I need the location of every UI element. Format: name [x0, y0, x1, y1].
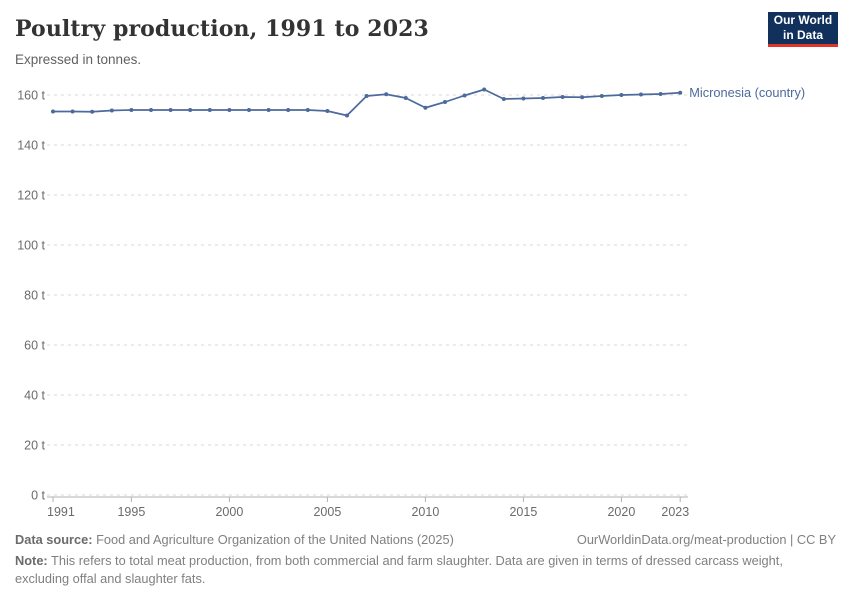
data-point[interactable]	[560, 95, 565, 99]
data-point[interactable]	[423, 105, 428, 110]
owid-logo[interactable]: Our World in Data	[768, 12, 838, 47]
chart-title: Poultry production, 1991 to 2023	[15, 16, 429, 42]
note-line: Note: This refers to total meat producti…	[15, 552, 833, 589]
chart-subtitle: Expressed in tonnes.	[15, 52, 142, 67]
y-tick-label: 0 t	[31, 489, 45, 503]
data-point[interactable]	[168, 108, 173, 112]
data-point[interactable]	[678, 90, 683, 95]
x-tick-label: 2023	[661, 505, 689, 519]
data-point[interactable]	[129, 108, 134, 112]
data-source-text: Food and Agriculture Organization of the…	[92, 532, 454, 547]
x-tick-label: 2020	[607, 505, 635, 519]
entity-label[interactable]: Micronesia (country)	[689, 85, 805, 100]
x-tick-label: 2000	[215, 505, 243, 519]
data-point[interactable]	[305, 108, 310, 112]
data-point[interactable]	[639, 92, 643, 97]
y-tick-label: 120 t	[17, 189, 45, 203]
data-point[interactable]	[599, 94, 604, 98]
data-point[interactable]	[247, 108, 251, 112]
y-tick-label: 60 t	[24, 339, 45, 353]
data-point[interactable]	[325, 109, 330, 113]
y-tick-label: 40 t	[24, 389, 45, 403]
data-point[interactable]	[580, 95, 585, 100]
data-point[interactable]	[207, 108, 212, 112]
data-source-label: Data source:	[15, 532, 93, 547]
note-text: This refers to total meat production, fr…	[15, 552, 783, 587]
y-tick-label: 140 t	[17, 139, 45, 153]
y-tick-label: 80 t	[24, 289, 45, 303]
x-tick-label: 2005	[313, 505, 341, 519]
data-point[interactable]	[345, 113, 349, 118]
x-tick-label: 2015	[509, 505, 537, 519]
series-line[interactable]	[52, 88, 682, 117]
owid-logo-line2: in Data	[782, 28, 823, 42]
owid-citation-link[interactable]: OurWorldinData.org/meat-production | CC …	[576, 532, 836, 547]
x-tick-label: 2010	[411, 505, 439, 519]
data-point[interactable]	[443, 100, 447, 104]
data-point[interactable]	[266, 108, 271, 112]
data-point[interactable]	[70, 109, 75, 114]
data-point[interactable]	[462, 93, 467, 98]
chart-footer: Data source: Food and Agriculture Organi…	[15, 531, 836, 589]
x-tick-label: 1995	[117, 505, 145, 519]
x-tick-label: 1991	[47, 505, 75, 519]
data-point[interactable]	[364, 94, 369, 98]
y-tick-label: 160 t	[17, 89, 45, 103]
data-point[interactable]	[619, 93, 624, 97]
data-point[interactable]	[403, 96, 408, 100]
data-point[interactable]	[286, 108, 291, 112]
data-point[interactable]	[384, 92, 389, 97]
data-source-line: Data source: Food and Agriculture Organi…	[15, 531, 454, 550]
data-point[interactable]	[51, 109, 55, 114]
data-point[interactable]	[501, 97, 506, 101]
owid-logo-line1: Our World	[773, 13, 833, 28]
data-point[interactable]	[541, 96, 545, 100]
data-point[interactable]	[482, 87, 487, 92]
y-tick-label: 100 t	[17, 239, 45, 253]
data-point[interactable]	[149, 108, 153, 112]
data-point[interactable]	[227, 108, 232, 112]
data-point[interactable]	[521, 96, 526, 101]
data-point[interactable]	[90, 109, 95, 114]
note-label: Note:	[15, 552, 48, 568]
data-point[interactable]	[658, 92, 663, 96]
y-tick-label: 20 t	[24, 439, 45, 453]
data-point[interactable]	[188, 108, 193, 112]
data-point[interactable]	[109, 108, 114, 113]
